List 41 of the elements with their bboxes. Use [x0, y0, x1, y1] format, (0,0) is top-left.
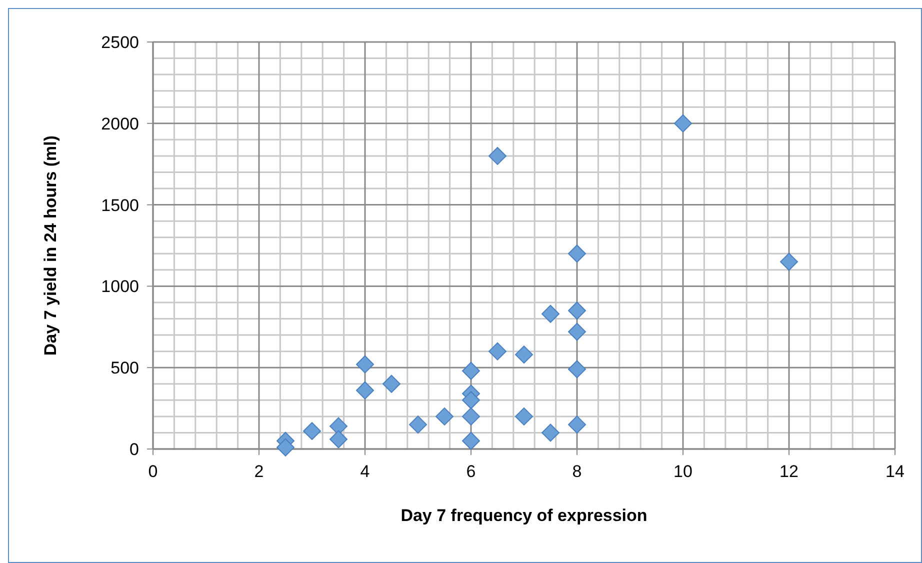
y-tick-label: 500	[110, 358, 139, 378]
point	[568, 416, 586, 434]
point	[780, 252, 798, 271]
point	[356, 355, 374, 374]
point	[568, 360, 586, 378]
point	[356, 381, 374, 400]
point	[462, 407, 480, 426]
point	[542, 424, 560, 442]
x-tick-label: 12	[780, 462, 798, 481]
x-tick-label: 2	[254, 462, 264, 481]
x-tick-label: 8	[572, 462, 582, 481]
point	[330, 430, 348, 448]
x-tick-label: 0	[148, 462, 158, 481]
point	[568, 322, 586, 341]
y-tick-label: 2500	[101, 33, 139, 52]
point	[303, 422, 321, 440]
point	[515, 346, 533, 364]
x-tick-label: 6	[466, 462, 476, 481]
y-tick-label: 1500	[101, 196, 139, 215]
point	[568, 302, 586, 320]
x-tick-label: 4	[360, 462, 370, 481]
point	[462, 362, 480, 380]
point	[276, 438, 294, 456]
x-tick-label: 14	[886, 462, 904, 481]
y-tick-label: 2000	[101, 114, 139, 134]
y-tick-label: 0	[130, 440, 139, 459]
point	[488, 342, 506, 360]
point	[382, 374, 400, 393]
point	[436, 407, 454, 426]
x-axis-title: Day 7 frequency of expression	[400, 506, 648, 525]
x-tick-label: 10	[674, 462, 692, 481]
y-axis-title: Day 7 yield in 24 hours (ml)	[41, 135, 60, 356]
point	[674, 114, 692, 132]
point	[488, 146, 506, 165]
point	[515, 407, 533, 426]
point	[462, 391, 480, 410]
y-tick-label: 1000	[101, 277, 139, 296]
point	[542, 304, 560, 323]
point	[409, 416, 427, 434]
point	[462, 432, 480, 450]
point	[568, 244, 586, 263]
